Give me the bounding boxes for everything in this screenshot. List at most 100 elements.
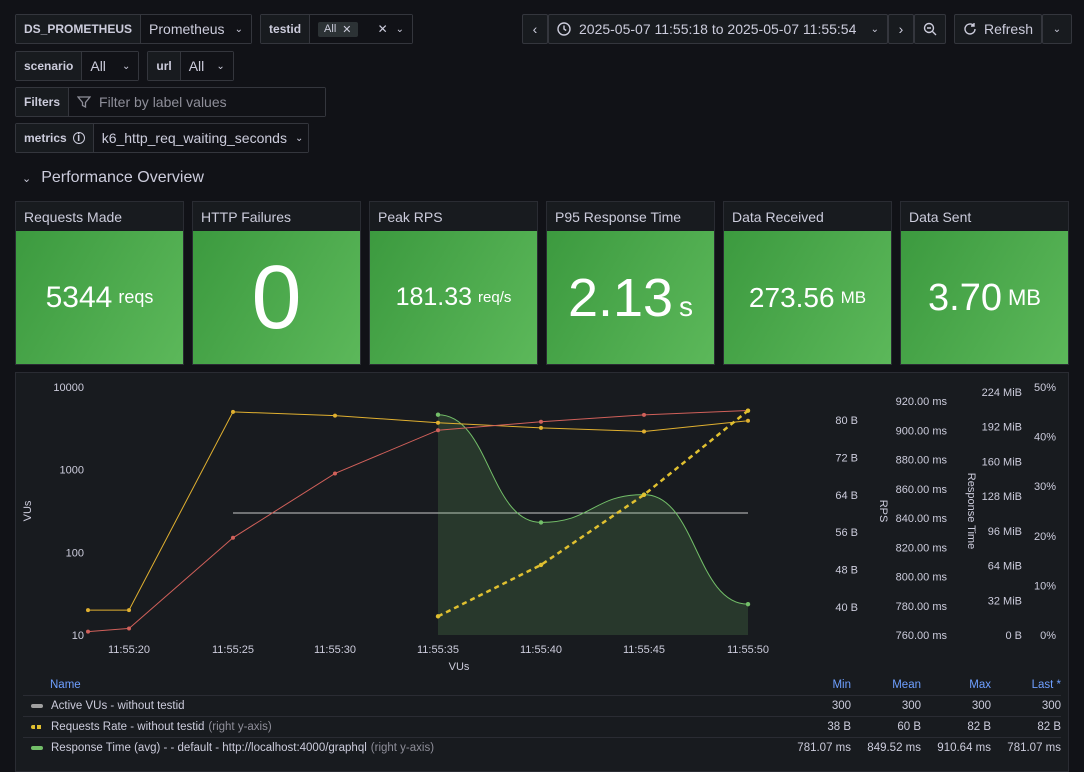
legend-last: 781.07 ms <box>1007 742 1061 754</box>
right-y-tick-label: 50% <box>1034 382 1056 394</box>
right-y-tick-label: 56 B <box>835 527 858 539</box>
x-axis-label: VUs <box>449 661 470 673</box>
right-y-tick-label: 860.00 ms <box>896 484 948 496</box>
right-y-tick-label: 160 MiB <box>982 456 1022 468</box>
filters-label: Filters <box>16 88 70 116</box>
chevron-down-icon: ⌄ <box>395 23 405 35</box>
legend-series-label: Response Time (avg) - - default - http:/… <box>51 742 367 754</box>
legend-header-max[interactable]: Max <box>969 678 991 691</box>
stat-panel-data-sent: Data Sent 3.70 MB <box>900 201 1069 365</box>
stat-value-area: 3.70 MB <box>901 231 1068 364</box>
legend-series-label: Active VUs - without testid <box>51 700 185 712</box>
clock-icon <box>557 22 571 36</box>
chevron-down-icon: ⌄ <box>22 172 32 185</box>
series-point-response-time <box>745 601 751 607</box>
legend-header-name: Name <box>50 678 81 691</box>
right-y-tick-label: 80 B <box>835 415 858 427</box>
metrics-select[interactable]: k6_http_req_waiting_seconds ⌄ <box>93 124 308 152</box>
series-point-response-time <box>435 412 441 417</box>
series-line-response-time <box>437 414 749 605</box>
right-y-tick-label: 32 MiB <box>988 595 1022 607</box>
legend-row[interactable]: Requests Rate - without testid (right y-a… <box>23 716 1061 737</box>
legend-mean: 849.52 ms <box>867 742 921 754</box>
testid-select[interactable]: All ✕ ✕ ⌄ <box>310 15 413 43</box>
stat-value: 2.13 <box>567 267 674 328</box>
section-header[interactable]: ⌄ Performance Overview <box>22 169 204 187</box>
chevron-down-icon: ⌄ <box>870 23 879 35</box>
url-label: url <box>148 52 181 80</box>
right-y-tick-label: 780.00 ms <box>896 601 948 613</box>
legend-header-mean[interactable]: Mean <box>892 678 921 691</box>
testid-variable[interactable]: testid All ✕ ✕ ⌄ <box>260 14 414 44</box>
stat-title: Data Received <box>732 209 824 225</box>
series-point-ram <box>231 535 235 540</box>
stat-title: HTTP Failures <box>201 209 291 225</box>
close-icon[interactable]: ✕ <box>342 23 352 36</box>
zoom-out-button[interactable] <box>914 14 946 44</box>
url-select[interactable]: All ⌄ <box>180 52 233 80</box>
stat-value: 273.56 <box>748 281 835 313</box>
series-point-cpu <box>333 413 337 418</box>
right-y-tick-label: 0 B <box>1005 630 1022 642</box>
ds-prometheus-variable[interactable]: DS_PROMETHEUS Prometheus ⌄ <box>15 14 253 44</box>
url-value: All <box>188 58 205 74</box>
legend-series-suffix: (right y-axis) <box>208 721 272 733</box>
metrics-label-text: metrics <box>24 131 67 145</box>
ds-prometheus-select[interactable]: Prometheus ⌄ <box>141 15 252 43</box>
series-point-requests-rate <box>641 492 647 497</box>
clear-icon[interactable]: ✕ <box>377 22 388 36</box>
time-range-picker[interactable]: 2025-05-07 11:55:18 to 2025-05-07 11:55:… <box>548 14 888 44</box>
right-y-tick-label: 64 MiB <box>988 561 1022 573</box>
legend-header-min[interactable]: Min <box>832 678 851 691</box>
series-point-requests-rate <box>745 408 751 413</box>
right-y-tick-label: 64 B <box>835 490 858 502</box>
filter-icon <box>77 96 92 109</box>
legend-row[interactable]: Active VUs - without testid 300 300 300 300 <box>23 695 1061 716</box>
right-y-tick-label: 900.00 ms <box>896 425 948 437</box>
right-y-tick-label: 48 B <box>835 565 858 577</box>
stat-panel-peak-rps: Peak RPS 181.33 req/s <box>369 201 538 365</box>
right-y-tick-label: 840.00 ms <box>896 513 948 525</box>
series-point-ram <box>436 428 440 433</box>
x-tick-label: 11:55:20 <box>108 644 150 656</box>
refresh-button[interactable]: Refresh <box>954 14 1042 44</box>
series-point-cpu <box>86 608 90 613</box>
series-point-cpu <box>746 418 750 423</box>
info-icon[interactable]: i <box>72 132 85 144</box>
time-range-text: 2025-05-07 11:55:18 to 2025-05-07 11:55:… <box>579 21 857 37</box>
legend-row[interactable]: Response Time (avg) - - default - http:/… <box>23 737 1061 758</box>
metrics-variable[interactable]: metrics i k6_http_req_waiting_seconds ⌄ <box>15 123 309 153</box>
time-forward-button[interactable]: › <box>888 14 914 44</box>
stat-value-area: 0 <box>193 231 360 364</box>
right-y-tick-label: 800.00 ms <box>896 572 948 584</box>
legend-swatch <box>31 725 43 729</box>
variable-row-1: DS_PROMETHEUS Prometheus ⌄ testid All ✕ ✕… <box>15 14 414 44</box>
metrics-row: metrics i k6_http_req_waiting_seconds ⌄ <box>15 123 309 153</box>
right-y-tick-label: 72 B <box>835 452 858 464</box>
right-y-tick-label: 224 MiB <box>982 387 1022 399</box>
legend-header-last[interactable]: Last * <box>1031 678 1061 691</box>
chevron-left-icon: ‹ <box>532 21 538 37</box>
filters-variable[interactable]: Filters Filter by label values <box>15 87 327 117</box>
legend-series-name: Active VUs - without testid <box>23 700 781 712</box>
url-variable[interactable]: url All ⌄ <box>147 51 234 81</box>
scenario-label: scenario <box>16 52 83 80</box>
stat-unit: MB <box>840 287 867 307</box>
time-back-button[interactable]: ‹ <box>522 14 548 44</box>
series-line-ram <box>87 409 749 633</box>
filters-input[interactable]: Filter by label values <box>69 88 326 116</box>
x-tick-label: 11:55:30 <box>314 644 356 656</box>
ds-prometheus-label: DS_PROMETHEUS <box>16 15 142 43</box>
scenario-variable[interactable]: scenario All ⌄ <box>15 51 140 81</box>
y-tick-label: 1000 <box>60 465 84 477</box>
scenario-select[interactable]: All ⌄ <box>82 52 139 80</box>
refresh-interval-button[interactable]: ⌄ <box>1042 14 1072 44</box>
right-y-tick-label: 0% <box>1040 630 1056 642</box>
legend-series-suffix: (right y-axis) <box>370 742 435 754</box>
section-title: Performance Overview <box>41 169 204 186</box>
series-point-ram <box>539 419 543 424</box>
refresh-label: Refresh <box>983 21 1034 37</box>
right-y-tick-label: 880.00 ms <box>896 455 948 467</box>
stat-title: P95 Response Time <box>555 209 682 225</box>
series-line-requests-rate <box>437 409 749 618</box>
